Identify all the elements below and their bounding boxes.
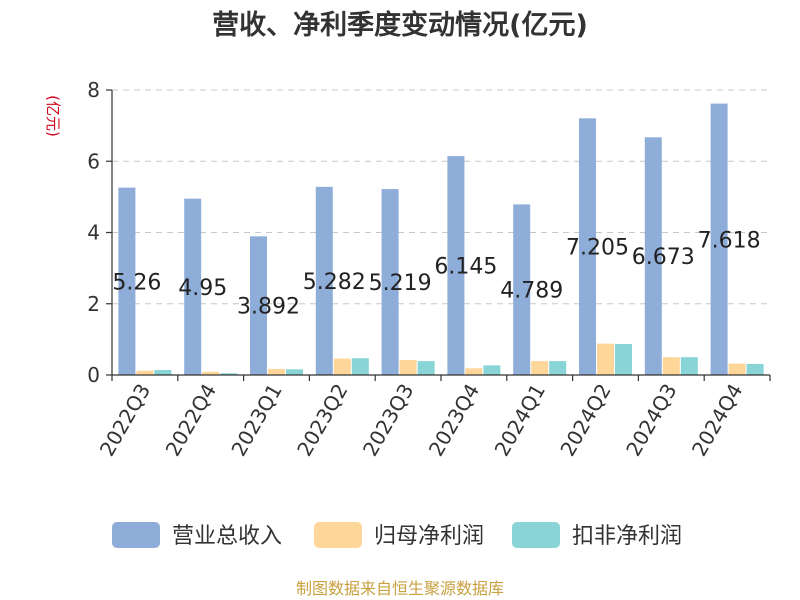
bar-2-2022Q4 [202, 371, 220, 375]
x-tick-label: 2023Q4 [424, 380, 484, 461]
bar-3-2023Q2 [351, 358, 369, 375]
bar-3-2023Q3 [417, 361, 435, 375]
legend-swatch [512, 522, 560, 548]
data-label: 5.26 [112, 270, 161, 295]
bar-1-2022Q3 [118, 187, 136, 375]
bar-2-2023Q2 [333, 358, 351, 375]
bar-3-2023Q4 [483, 365, 501, 375]
y-tick-label: 0 [87, 363, 100, 387]
legend-label: 营业总收入 [172, 524, 282, 549]
data-label: 6.673 [632, 245, 695, 270]
bar-1-2024Q1 [513, 204, 531, 375]
legend-label: 归母净利润 [374, 524, 484, 549]
bar-1-2022Q4 [184, 198, 202, 375]
bar-2-2023Q1 [268, 368, 285, 375]
bars [118, 103, 764, 376]
bar-2-2024Q2 [597, 343, 614, 375]
data-label: 5.219 [369, 271, 432, 296]
bar-1-2023Q2 [315, 186, 333, 375]
bar-1-2023Q3 [381, 189, 399, 375]
bar-2-2024Q1 [531, 361, 549, 375]
bar-2-2024Q3 [662, 357, 680, 375]
bar-1-2023Q1 [250, 236, 267, 375]
bar-1-2024Q4 [710, 103, 728, 375]
bar-2-2023Q4 [465, 368, 483, 375]
bar-1-2024Q2 [579, 118, 596, 376]
data-label: 4.789 [500, 279, 563, 304]
x-tick-label: 2023Q3 [358, 380, 418, 461]
x-tick-label: 2022Q3 [95, 380, 155, 461]
x-tick-label: 2024Q4 [687, 380, 747, 461]
bar-3-2024Q4 [746, 363, 764, 375]
x-tick-label: 2024Q2 [555, 380, 615, 461]
data-label: 7.205 [566, 236, 629, 261]
legend-label: 扣非净利润 [572, 524, 682, 549]
y-tick-label: 6 [87, 149, 100, 173]
data-label: 4.95 [178, 276, 227, 301]
bar-3-2024Q1 [549, 361, 567, 375]
y-tick-label: 2 [87, 292, 100, 316]
bar-2-2024Q4 [728, 363, 746, 375]
x-tick-label: 2022Q4 [161, 380, 221, 461]
legend-swatch [112, 522, 160, 548]
data-source-note: 制图数据来自恒生聚源数据库 [296, 579, 504, 598]
bar-3-2022Q4 [220, 373, 238, 375]
bar-2-2022Q3 [136, 370, 154, 375]
bar-2-2023Q3 [399, 360, 417, 375]
data-label: 7.618 [698, 228, 761, 253]
x-tick-label: 2023Q1 [226, 380, 286, 461]
x-tick-label: 2023Q2 [292, 380, 352, 461]
bar-3-2024Q2 [615, 344, 632, 375]
legend-swatch [314, 522, 362, 548]
data-label: 6.145 [434, 255, 497, 280]
x-tick-label: 2024Q1 [490, 380, 550, 461]
bar-1-2024Q3 [644, 137, 662, 375]
y-tick-label: 4 [87, 221, 100, 245]
chart-title: 营收、净利季度变动情况(亿元) [212, 9, 588, 41]
data-label: 3.892 [237, 295, 300, 320]
data-label: 5.282 [303, 270, 366, 295]
legend: 营业总收入 归母净利润 扣非净利润 [112, 522, 682, 549]
bar-1-2023Q4 [447, 156, 465, 375]
y-tick-label: 8 [87, 78, 100, 102]
bar-3-2023Q1 [286, 369, 303, 375]
x-tick-label: 2024Q3 [621, 380, 681, 461]
bar-3-2022Q3 [154, 370, 172, 375]
y-axis-unit-label: (亿元) [44, 95, 62, 137]
bar-3-2024Q3 [680, 357, 698, 375]
